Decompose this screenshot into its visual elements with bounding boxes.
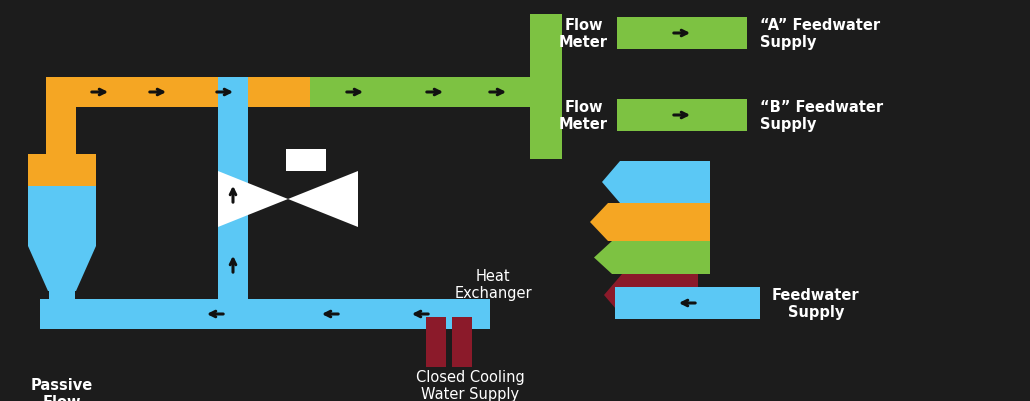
Text: Heat
Exchanger: Heat Exchanger (454, 268, 531, 300)
Bar (452, 317, 472, 367)
Bar (617, 100, 747, 132)
Text: Closed Cooling
Water Supply: Closed Cooling Water Supply (416, 369, 524, 401)
Bar (46, 108, 76, 155)
Bar (286, 150, 327, 172)
Polygon shape (288, 172, 358, 227)
Polygon shape (218, 172, 288, 227)
Bar (49, 291, 75, 319)
Polygon shape (590, 203, 710, 241)
Text: Feedwater
Supply: Feedwater Supply (772, 287, 860, 320)
Bar (46, 78, 310, 108)
Bar (40, 299, 490, 329)
Text: Passive
Flow
Control: Passive Flow Control (31, 377, 93, 401)
Bar (530, 15, 562, 45)
Polygon shape (594, 241, 710, 274)
Text: Flow
Meter: Flow Meter (559, 18, 608, 50)
Bar (530, 130, 562, 160)
Bar (617, 18, 747, 50)
Text: Flow
Meter: Flow Meter (559, 99, 608, 132)
Bar (426, 317, 446, 367)
Text: “B” Feedwater
Supply: “B” Feedwater Supply (760, 99, 883, 132)
Bar (310, 78, 530, 108)
Polygon shape (28, 246, 96, 291)
Bar (218, 78, 248, 299)
Bar (530, 15, 562, 160)
Bar (46, 108, 74, 158)
Polygon shape (604, 274, 698, 316)
Bar (28, 155, 96, 186)
Bar (28, 186, 96, 246)
Polygon shape (602, 162, 710, 203)
Bar (46, 108, 76, 155)
Bar (615, 287, 760, 319)
Text: “A” Feedwater
Supply: “A” Feedwater Supply (760, 18, 880, 50)
